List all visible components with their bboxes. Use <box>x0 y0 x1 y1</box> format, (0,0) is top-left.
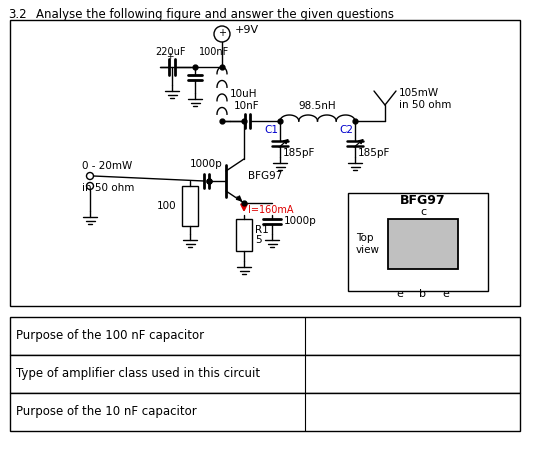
Text: +: + <box>166 52 174 61</box>
Text: 185pF: 185pF <box>283 148 316 158</box>
Text: b: b <box>419 289 426 299</box>
Text: 10uH: 10uH <box>230 89 257 99</box>
Text: 220uF: 220uF <box>155 47 185 57</box>
Text: 5: 5 <box>255 235 262 245</box>
Text: +: + <box>218 28 226 38</box>
Text: Top
view: Top view <box>356 233 380 255</box>
Bar <box>10 20 520 306</box>
Text: Type of amplifier class used in this circuit: Type of amplifier class used in this cir… <box>16 367 260 380</box>
Text: 98.5nH: 98.5nH <box>298 101 336 111</box>
Text: 10nF: 10nF <box>234 101 260 111</box>
Bar <box>388 219 458 269</box>
Text: BFG97: BFG97 <box>400 194 446 207</box>
Text: 185pF: 185pF <box>358 148 390 158</box>
Text: e: e <box>397 289 403 299</box>
Text: BFG97: BFG97 <box>248 171 282 181</box>
Bar <box>236 219 252 251</box>
Bar <box>348 193 488 291</box>
Text: 1000p: 1000p <box>190 159 222 169</box>
Bar <box>10 393 520 431</box>
Text: 1000p: 1000p <box>284 216 317 226</box>
Bar <box>10 317 520 355</box>
Text: 100nF: 100nF <box>199 47 229 57</box>
Bar <box>10 355 520 393</box>
Text: 105mW
in 50 ohm: 105mW in 50 ohm <box>399 88 451 110</box>
Text: R1: R1 <box>255 225 269 235</box>
Text: in 50 ohm: in 50 ohm <box>82 183 134 193</box>
Text: c: c <box>420 207 426 217</box>
Text: C2: C2 <box>339 125 353 135</box>
Text: 0 - 20mW: 0 - 20mW <box>82 161 132 171</box>
Text: C1: C1 <box>264 125 278 135</box>
Text: Purpose of the 10 nF capacitor: Purpose of the 10 nF capacitor <box>16 405 197 418</box>
Text: Analyse the following figure and answer the given questions: Analyse the following figure and answer … <box>36 8 394 21</box>
Bar <box>182 186 198 226</box>
Text: 100: 100 <box>156 201 176 211</box>
Text: +9V: +9V <box>235 25 259 35</box>
Text: I=160mA: I=160mA <box>248 205 294 215</box>
Text: e: e <box>442 289 449 299</box>
Text: Purpose of the 100 nF capacitor: Purpose of the 100 nF capacitor <box>16 330 204 343</box>
Text: 3.2: 3.2 <box>8 8 27 21</box>
